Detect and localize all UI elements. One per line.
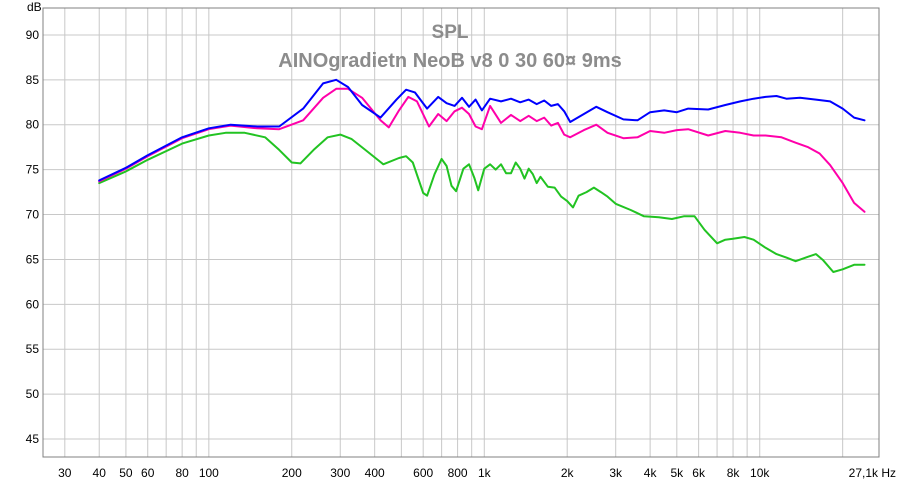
plot-frame: [42, 7, 880, 458]
series-line-1: [98, 78, 866, 182]
x-tick-labels: 30 40 50 60 80 100 200 300 400 600 800 1k 2k 3k 4k 5k 6k…: [58, 466, 896, 480]
y-tick-label: 85: [26, 73, 40, 87]
x-tick-label: 1k: [478, 466, 492, 480]
series-lines: [98, 78, 866, 273]
y-axis-label: dB: [27, 0, 42, 14]
y-tick-label: 60: [26, 297, 40, 311]
x-tick-label: 100: [199, 466, 219, 480]
x-tick-label: 27,1k Hz: [849, 466, 896, 480]
y-tick-label: 65: [26, 252, 40, 266]
y-tick-label: 55: [26, 342, 40, 356]
series-line-2: [98, 87, 866, 213]
x-tick-label: 200: [282, 466, 302, 480]
x-tick-label: 2k: [561, 466, 575, 480]
x-tick-label: 6k: [692, 466, 706, 480]
grid-lines: [43, 8, 879, 457]
x-tick-label: 5k: [670, 466, 684, 480]
x-tick-label: 30: [58, 466, 72, 480]
x-tick-label: 300: [330, 466, 350, 480]
y-tick-label: 45: [26, 432, 40, 446]
x-tick-label: 40: [93, 466, 107, 480]
chart-subtitle: AINOgradietn NeoB v8 0 30 60¤ 9ms: [278, 50, 621, 72]
chart-title: SPL: [432, 22, 469, 43]
x-tick-label: 4k: [644, 466, 658, 480]
y-tick-label: 50: [26, 387, 40, 401]
series-line-3: [98, 131, 866, 273]
y-tick-label: 75: [26, 163, 40, 177]
x-tick-label: 80: [175, 466, 189, 480]
y-tick-label: 80: [26, 118, 40, 132]
x-tick-label: 600: [413, 466, 433, 480]
y-tick-labels: 45 50 55 60 65 70 75 80 85 90: [26, 28, 40, 446]
x-tick-label: 10k: [750, 466, 770, 480]
x-tick-label: 800: [448, 466, 468, 480]
x-tick-label: 60: [141, 466, 155, 480]
y-tick-label: 90: [26, 28, 40, 42]
x-tick-label: 8k: [727, 466, 741, 480]
x-tick-label: 50: [119, 466, 133, 480]
x-tick-label: 3k: [609, 466, 623, 480]
y-tick-label: 70: [26, 208, 40, 222]
x-tick-label: 400: [365, 466, 385, 480]
